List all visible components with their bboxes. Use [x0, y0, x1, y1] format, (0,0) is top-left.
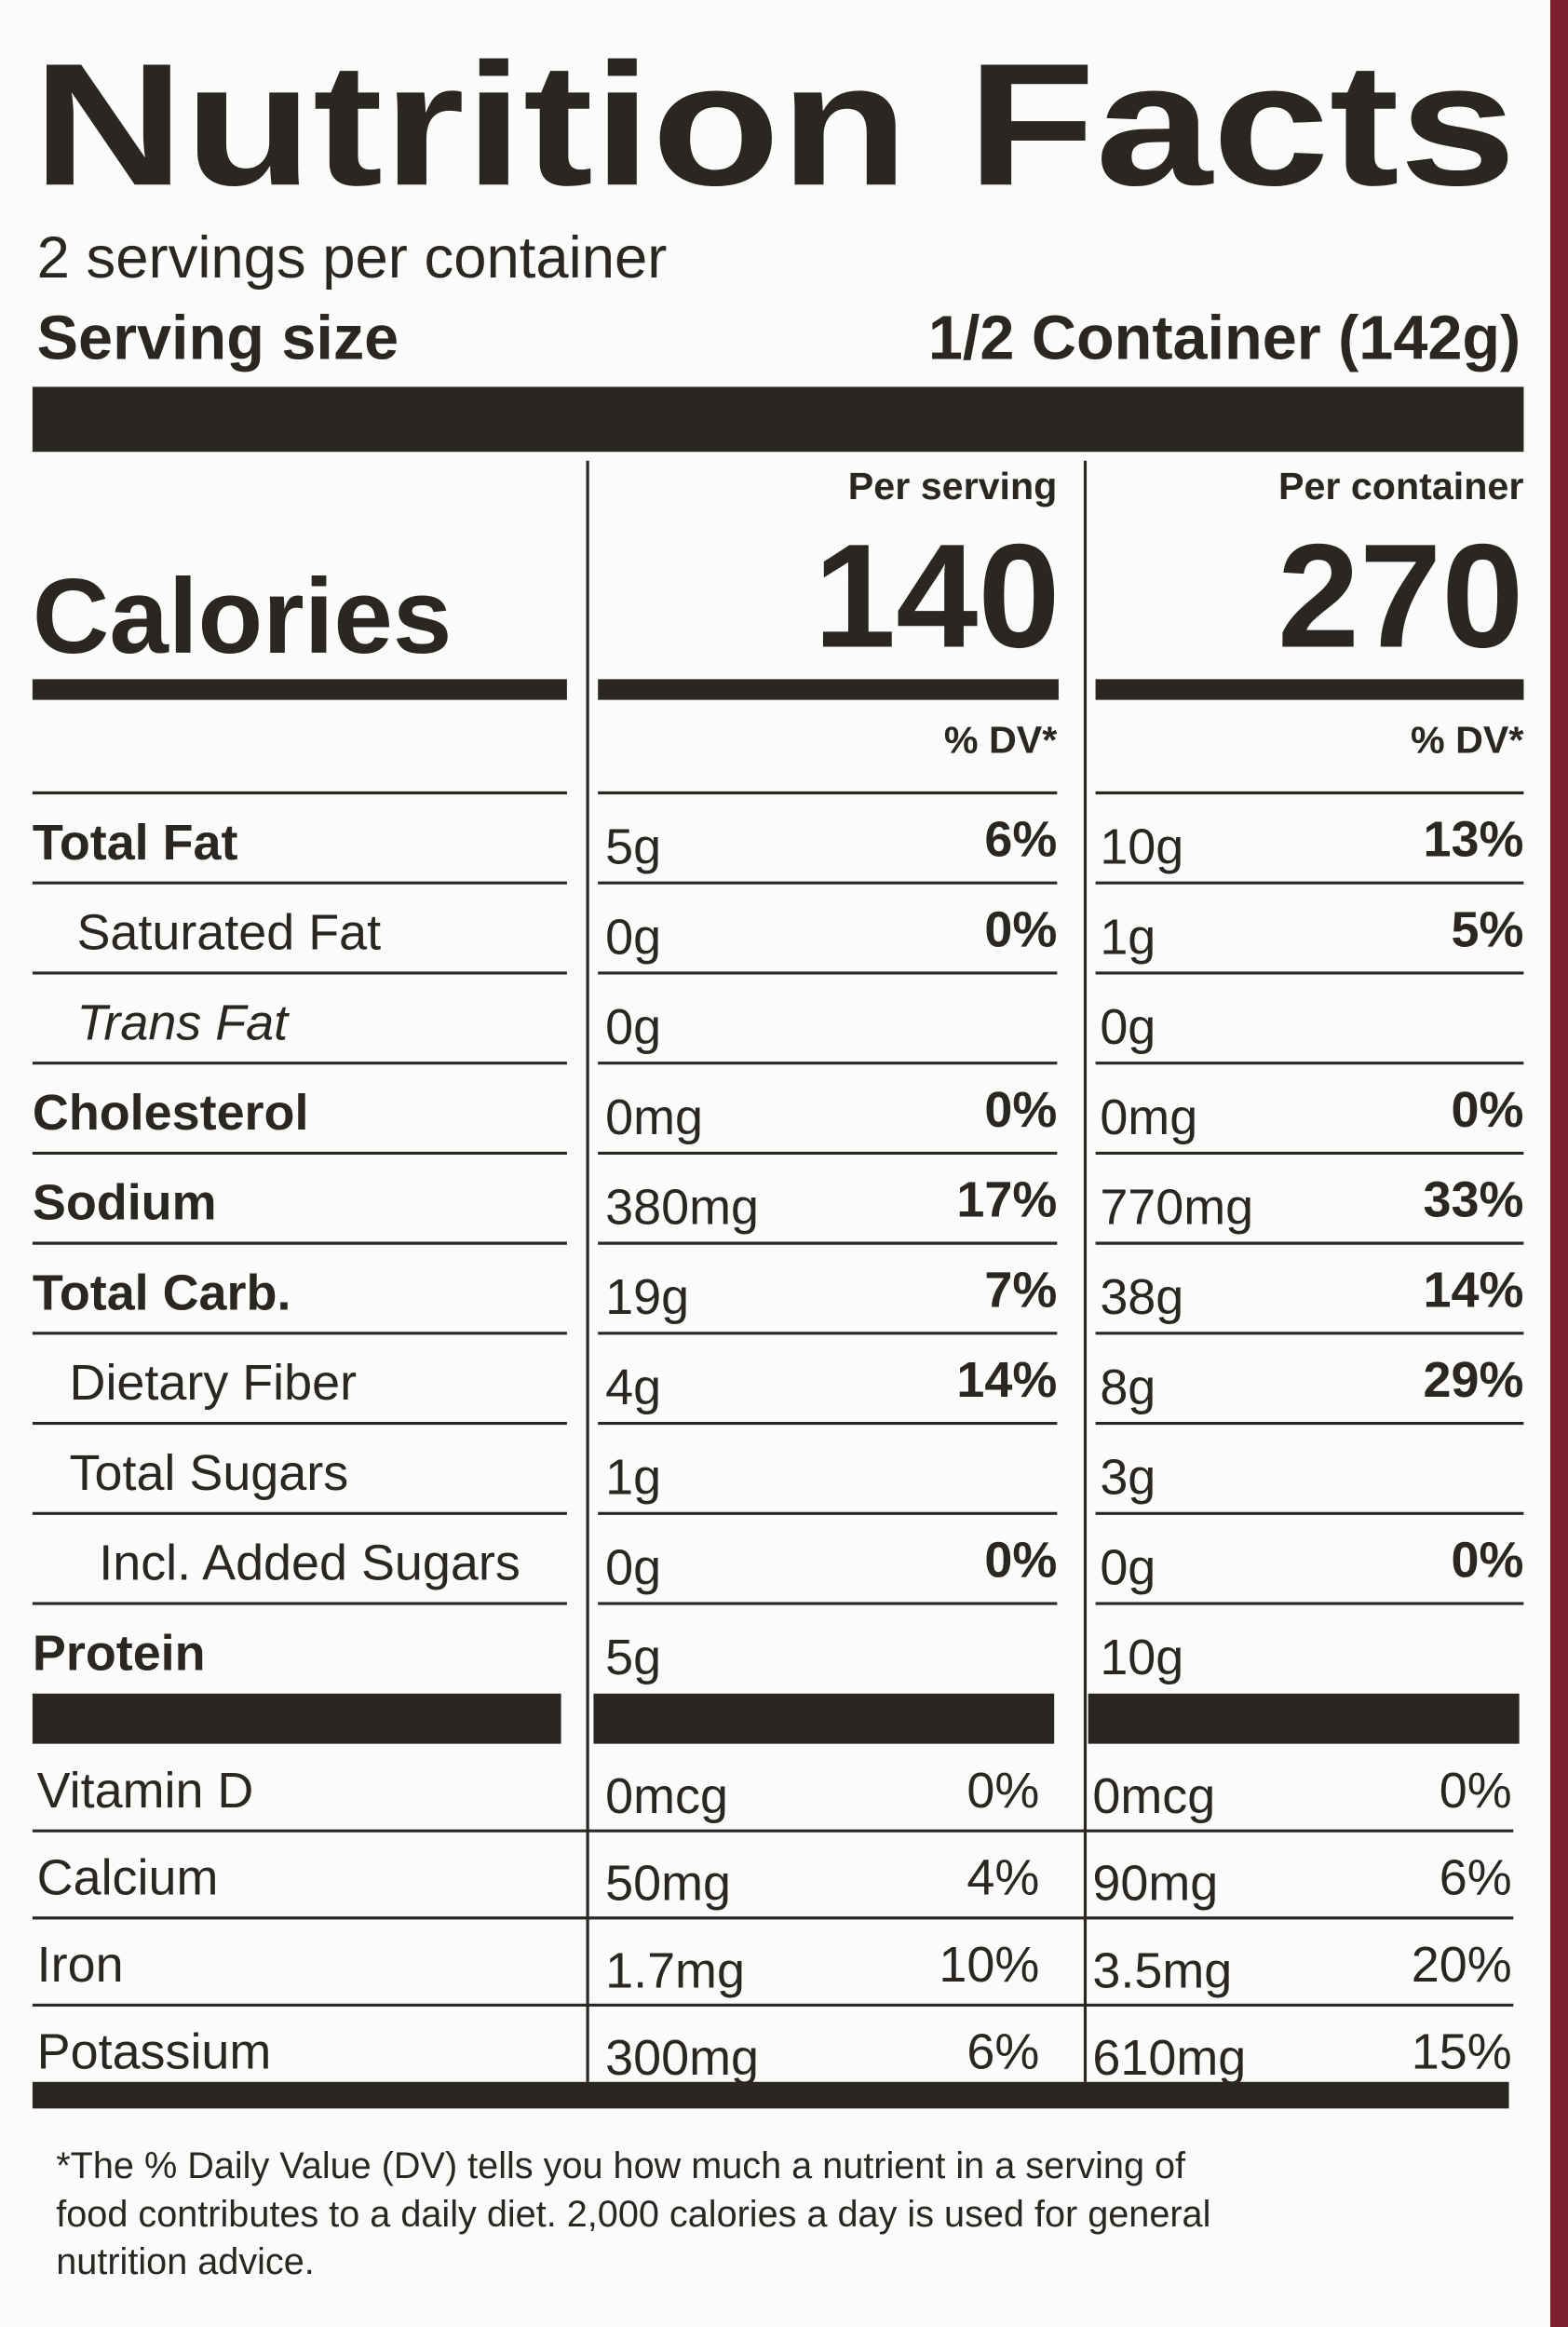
amount: 610mg	[1092, 2030, 1246, 2086]
footnote: food contributes to a daily diet. 2,000 …	[56, 2194, 1210, 2235]
column-header: Per container	[1278, 465, 1523, 507]
daily-value: 0%	[984, 1082, 1057, 1138]
amount: 0g	[605, 909, 661, 965]
vitamin-name: Potassium	[37, 2024, 272, 2080]
daily-value: 0%	[1451, 1532, 1523, 1588]
nutrient-name: Total Fat	[33, 815, 238, 871]
daily-value: 14%	[1424, 1262, 1524, 1318]
vitamin-name: Calcium	[37, 1849, 219, 1905]
amount: 380mg	[605, 1180, 759, 1236]
amount: 1.7mg	[605, 1942, 745, 1998]
daily-value: 14%	[956, 1352, 1057, 1408]
column-header: Per serving	[848, 465, 1058, 507]
calories-label: Calories	[33, 558, 452, 676]
daily-value: 0%	[984, 901, 1057, 957]
footnote: nutrition advice.	[56, 2241, 315, 2282]
daily-value: 17%	[956, 1172, 1057, 1228]
bar	[593, 1693, 1055, 1744]
amount: 10g	[1100, 819, 1183, 875]
daily-value: 7%	[984, 1262, 1057, 1318]
vitamin-name: Iron	[37, 1937, 124, 1993]
calories-value: 270	[1277, 513, 1524, 679]
nutrient-name: Incl. Added Sugars	[99, 1536, 520, 1591]
nutrient-name: Cholesterol	[33, 1085, 309, 1141]
amount: 300mg	[605, 2030, 759, 2086]
nutrient-name: Total Carb.	[33, 1265, 291, 1320]
amount: 0mg	[605, 1089, 703, 1145]
amount: 8g	[1100, 1360, 1156, 1415]
dv-header: % DV*	[1411, 719, 1523, 762]
nutrient-name: Total Sugars	[70, 1445, 349, 1501]
title: Nutrition Facts	[33, 27, 1517, 222]
nutrient-name: Saturated Fat	[76, 905, 381, 961]
daily-value: 0%	[966, 1763, 1039, 1819]
thick-bar	[32, 386, 1524, 453]
amount: 1g	[1100, 909, 1156, 965]
amount: 1g	[605, 1450, 661, 1506]
amount: 5g	[605, 819, 661, 875]
footnote: *The % Daily Value (DV) tells you how mu…	[56, 2145, 1186, 2186]
bar	[32, 2081, 1509, 2109]
daily-value: 0%	[1440, 1763, 1512, 1819]
amount: 0mg	[1100, 1089, 1197, 1145]
servings: 2 servings per container	[37, 225, 668, 291]
daily-value: 6%	[984, 812, 1057, 868]
amount: 0mcg	[1092, 1768, 1215, 1824]
edge	[1549, 0, 1568, 2327]
amount: 3.5mg	[1092, 1942, 1232, 1998]
daily-value: 0%	[1451, 1082, 1523, 1138]
nutrient-name: Trans Fat	[76, 994, 290, 1050]
vitamin-name: Vitamin D	[37, 1763, 254, 1819]
daily-value: 4%	[966, 1849, 1039, 1905]
bar	[1095, 679, 1524, 700]
amount: 4g	[605, 1360, 661, 1415]
dv-header: % DV*	[944, 719, 1057, 762]
bar	[32, 679, 567, 700]
calories-value: 140	[814, 513, 1061, 679]
daily-value: 10%	[939, 1937, 1039, 1993]
serving-size-label: Serving size	[37, 304, 399, 372]
amount: 90mg	[1092, 1856, 1218, 1912]
bar	[1088, 1693, 1520, 1744]
amount: 0g	[1100, 999, 1156, 1055]
amount: 770mg	[1100, 1180, 1253, 1236]
daily-value: 33%	[1424, 1172, 1524, 1228]
amount: 10g	[1100, 1630, 1183, 1685]
bar	[32, 1693, 561, 1744]
bar	[598, 679, 1059, 700]
amount: 3g	[1100, 1450, 1156, 1506]
daily-value: 6%	[1440, 1849, 1512, 1905]
daily-value: 29%	[1424, 1352, 1524, 1408]
amount: 0g	[605, 1539, 661, 1595]
amount: 0g	[1100, 1539, 1156, 1595]
amount: 38g	[1100, 1269, 1183, 1325]
nutrient-name: Sodium	[33, 1175, 217, 1231]
daily-value: 6%	[966, 2024, 1039, 2080]
daily-value: 13%	[1424, 812, 1524, 868]
amount: 0g	[605, 999, 661, 1055]
serving-size-value: 1/2 Container (142g)	[928, 304, 1521, 372]
amount: 50mg	[605, 1856, 731, 1912]
daily-value: 0%	[984, 1532, 1057, 1588]
daily-value: 20%	[1412, 1937, 1512, 1993]
nutrient-name: Protein	[33, 1625, 206, 1681]
amount: 0mcg	[605, 1768, 728, 1824]
daily-value: 15%	[1412, 2024, 1512, 2080]
amount: 5g	[605, 1630, 661, 1685]
amount: 19g	[605, 1269, 689, 1325]
daily-value: 5%	[1451, 901, 1523, 957]
nutrient-name: Dietary Fiber	[70, 1355, 358, 1411]
